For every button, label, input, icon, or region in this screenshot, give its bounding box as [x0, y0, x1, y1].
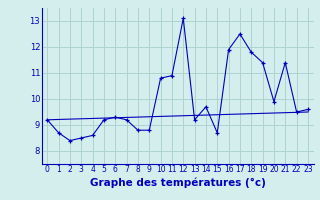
X-axis label: Graphe des températures (°c): Graphe des températures (°c) — [90, 177, 266, 188]
